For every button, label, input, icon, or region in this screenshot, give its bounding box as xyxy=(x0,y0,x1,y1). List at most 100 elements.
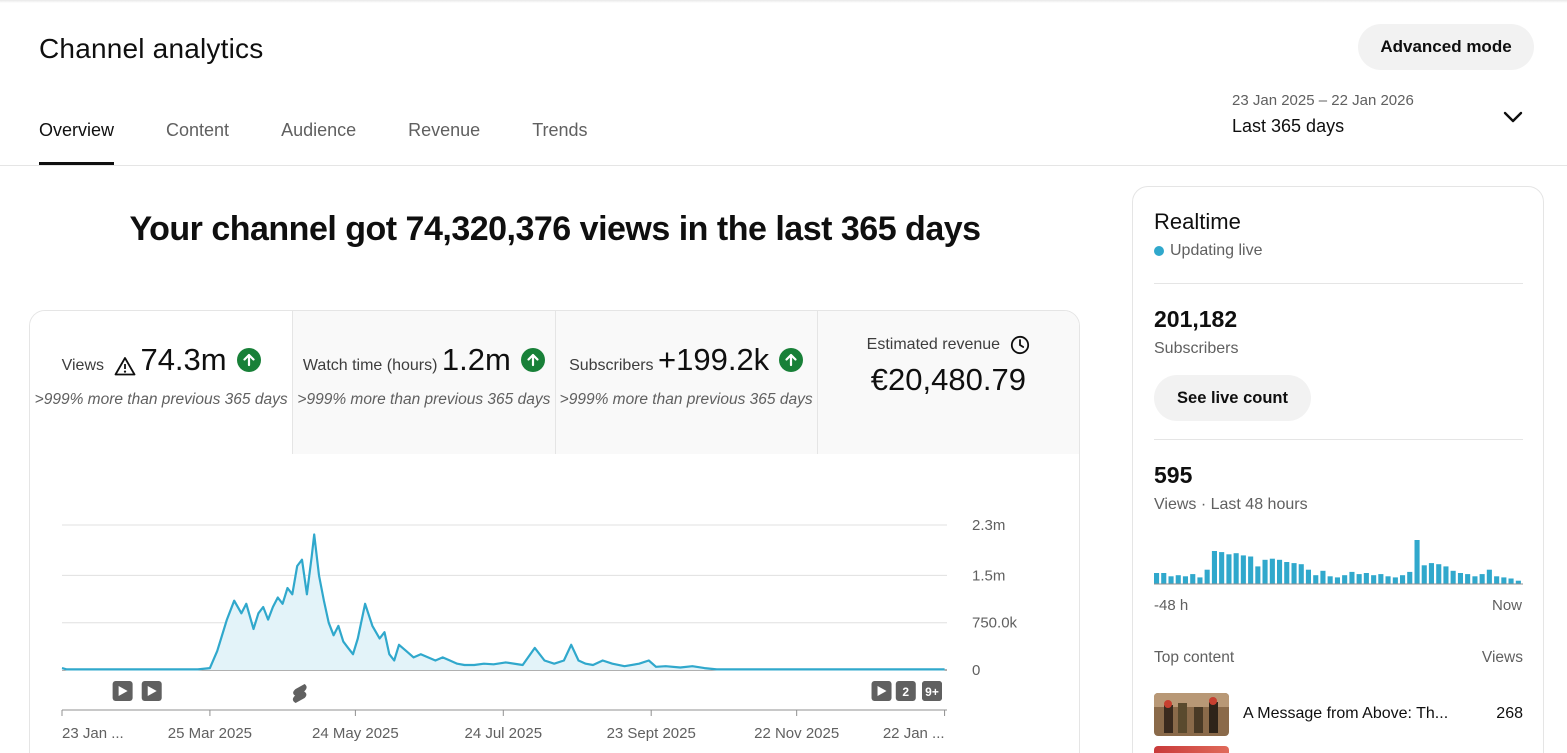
video-count-badge: 2 xyxy=(895,681,916,701)
hourly-views-bar xyxy=(1226,554,1232,584)
hourly-views-bar xyxy=(1197,577,1203,584)
hourly-views-bar xyxy=(1436,564,1442,584)
top-content-video-views: 268 xyxy=(1496,705,1523,722)
hourly-views-bar xyxy=(1501,577,1507,584)
metric-watch-time[interactable]: Watch time (hours) 1.2m >999% more than … xyxy=(292,311,555,454)
video-icon xyxy=(112,681,133,701)
subscriber-label: Subscribers xyxy=(1154,340,1239,357)
hourly-views-bar xyxy=(1371,575,1377,584)
live-status: Updating live xyxy=(1154,242,1263,260)
subscriber-count: 201,182 xyxy=(1154,306,1238,332)
tab-content[interactable]: Content xyxy=(166,120,230,140)
warning-icon xyxy=(114,357,136,376)
divider xyxy=(1154,439,1523,440)
hourly-views-bar xyxy=(1277,559,1283,584)
realtime-views-label: Views · Last 48 hours xyxy=(1154,496,1308,513)
hourly-views-bar xyxy=(1443,566,1449,584)
metric-value: +199.2k xyxy=(658,342,770,377)
tab-overview[interactable]: Overview xyxy=(39,110,115,165)
top-content-views-header: Views xyxy=(1481,649,1523,666)
hourly-views-bar xyxy=(1349,571,1355,584)
hourly-views-bar xyxy=(1175,575,1181,584)
metric-subscribers[interactable]: Subscribers +199.2k >999% more than prev… xyxy=(554,311,817,454)
hourly-views-bar xyxy=(1305,569,1311,584)
metric-views[interactable]: Views 74.3m >999% more than previous 365… xyxy=(30,311,293,454)
date-range-selector[interactable]: 23 Jan 2025 – 22 Jan 2026 Last 365 days xyxy=(1232,92,1532,152)
video-thumbnail xyxy=(1154,693,1229,736)
hourly-views-bar xyxy=(1363,573,1369,584)
top-content-header: Top content Views xyxy=(1154,649,1523,667)
hourly-views-bar xyxy=(1327,576,1333,584)
y-tick-label: 1.5m xyxy=(972,567,1005,584)
views-line xyxy=(61,533,945,671)
trend-up-icon xyxy=(236,348,261,372)
hourly-views-bar xyxy=(1291,563,1297,584)
hourly-views-bar xyxy=(1486,569,1492,584)
metric-note: >999% more than previous 365 days xyxy=(34,391,288,408)
hourly-views-bar xyxy=(1233,553,1239,584)
see-live-count-button[interactable]: See live count xyxy=(1154,375,1311,421)
tab-trends[interactable]: Trends xyxy=(532,120,588,140)
x-tick-label: 25 Mar 2025 xyxy=(168,725,252,742)
hourly-views-bar xyxy=(1385,576,1391,584)
x-tick-label: 24 Jul 2025 xyxy=(464,725,542,742)
y-tick-label: 2.3m xyxy=(972,517,1005,534)
realtime-panel: Realtime Updating live 201,182 Subscribe… xyxy=(1132,186,1544,753)
top-content-item[interactable]: A Message from Above: Th... 268 xyxy=(1154,693,1523,737)
realtime-axis-end: Now xyxy=(1491,597,1522,614)
trend-up-icon xyxy=(520,348,545,372)
hourly-views-bar xyxy=(1392,577,1398,584)
top-content-title: Top content xyxy=(1154,649,1235,666)
date-range-dates: 23 Jan 2025 – 22 Jan 2026 xyxy=(1232,92,1414,109)
metric-label: Estimated revenue xyxy=(866,336,1001,353)
hourly-views-bar xyxy=(1428,563,1434,584)
video-icon xyxy=(871,681,892,701)
hourly-views-bar xyxy=(1211,551,1217,584)
hourly-views-bar xyxy=(1407,571,1413,584)
hourly-views-bar xyxy=(1161,573,1167,584)
tab-bar: Overview Content Audience Revenue Trends xyxy=(39,110,640,165)
divider xyxy=(1154,283,1523,284)
metric-note: >999% more than previous 365 days xyxy=(297,391,551,408)
hourly-views-bar xyxy=(1400,575,1406,584)
page-title: Channel analytics xyxy=(39,33,264,64)
badge-label: 9+ xyxy=(925,685,939,699)
hourly-views-bar xyxy=(1342,575,1348,584)
hourly-views-bar xyxy=(1313,575,1319,584)
y-tick-label: 750.0k xyxy=(972,615,1018,632)
hourly-views-bar xyxy=(1269,558,1275,584)
hourly-views-bar xyxy=(1457,573,1463,584)
date-range-label: Last 365 days xyxy=(1232,116,1345,136)
video-thumbnail[interactable] xyxy=(1154,746,1229,753)
tab-audience[interactable]: Audience xyxy=(281,120,357,140)
hourly-views-bar xyxy=(1204,569,1210,584)
hourly-views-bar xyxy=(1356,574,1362,584)
trend-up-icon xyxy=(779,348,804,372)
top-content-video-title: A Message from Above: Th... xyxy=(1243,705,1449,722)
hourly-views-bar xyxy=(1450,570,1456,584)
views-headline: Your channel got 74,320,376 views in the… xyxy=(129,210,981,248)
live-dot-icon xyxy=(1154,246,1164,256)
live-status-label: Updating live xyxy=(1170,242,1263,259)
metric-label: Watch time (hours) xyxy=(302,357,438,374)
tabs-divider xyxy=(0,165,1567,166)
overview-chart-card: Views 74.3m >999% more than previous 365… xyxy=(29,310,1080,753)
x-tick-label: 22 Jan ... xyxy=(883,725,945,742)
metric-tabs: Views 74.3m >999% more than previous 365… xyxy=(30,311,1079,454)
hourly-views-bar xyxy=(1515,580,1521,584)
realtime-views-bar-chart xyxy=(1154,540,1523,585)
y-tick-label: 0 xyxy=(972,662,980,679)
hourly-views-bar xyxy=(1154,573,1160,584)
hourly-views-bar xyxy=(1421,565,1427,584)
advanced-mode-button[interactable]: Advanced mode xyxy=(1358,24,1534,70)
x-tick-label: 23 Jan ... xyxy=(62,725,124,742)
tab-revenue[interactable]: Revenue xyxy=(408,120,481,140)
top-border xyxy=(0,0,1567,3)
hourly-views-bar xyxy=(1255,566,1261,584)
hourly-views-bar xyxy=(1508,578,1514,584)
hourly-views-bar xyxy=(1298,564,1304,584)
hourly-views-bar xyxy=(1190,574,1196,584)
hourly-views-bar xyxy=(1334,577,1340,584)
metric-estimated-revenue[interactable]: Estimated revenue €20,480.79 xyxy=(816,311,1079,454)
